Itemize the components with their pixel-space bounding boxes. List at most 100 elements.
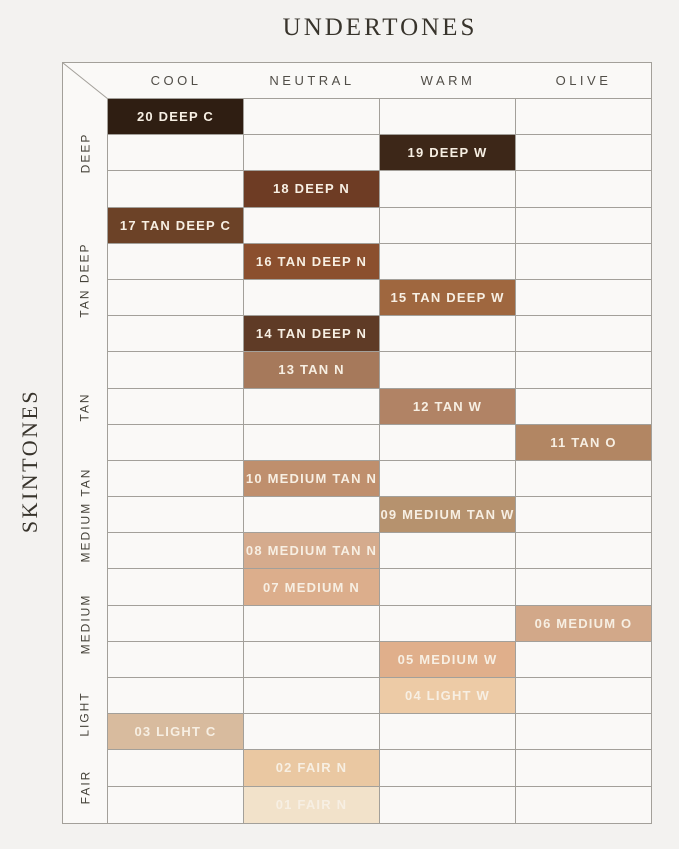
empty-cell xyxy=(108,424,244,461)
shade-label: 16 TAN DEEP N xyxy=(255,253,368,269)
empty-cell xyxy=(108,533,244,570)
undertone-header-warm: WARM xyxy=(380,63,516,99)
corner-diagonal-line xyxy=(63,63,108,99)
empty-cell xyxy=(244,207,380,244)
empty-cell xyxy=(516,99,651,136)
skintone-group-label: MEDIUM TAN xyxy=(78,467,93,563)
empty-cell xyxy=(108,641,244,678)
shade-swatch-11-tan-o: 11 TAN O xyxy=(516,424,651,461)
empty-cell xyxy=(516,678,651,715)
empty-cell xyxy=(244,388,380,425)
shade-label: 15 TAN DEEP W xyxy=(390,290,505,306)
undertone-header-olive: OLIVE xyxy=(516,63,651,99)
skintone-group-label: LIGHT xyxy=(78,691,92,737)
shade-swatch-15-tan-deep-w: 15 TAN DEEP W xyxy=(380,279,516,317)
shade-swatch-10-medium-tan-n: 10 MEDIUM TAN N xyxy=(244,460,380,498)
empty-cell xyxy=(108,605,244,642)
empty-cell xyxy=(516,460,651,498)
shade-swatch-03-light-c: 03 LIGHT C xyxy=(108,714,244,751)
skintone-group-label: TAN xyxy=(77,392,92,422)
shade-swatch-12-tan-w: 12 TAN W xyxy=(380,388,516,425)
empty-cell xyxy=(516,352,651,389)
shade-matrix: COOL NEUTRAL WARM OLIVE DEEP TAN DEEP TAN MEDIU… xyxy=(62,62,652,824)
shade-label: 06 MEDIUM O xyxy=(534,615,633,631)
empty-cell xyxy=(108,243,244,280)
empty-cell xyxy=(516,714,651,751)
shade-swatch-06-medium-o: 06 MEDIUM O xyxy=(516,605,651,642)
empty-cell xyxy=(380,460,516,498)
empty-cell xyxy=(516,786,651,823)
shade-swatch-05-medium-w: 05 MEDIUM W xyxy=(380,641,516,678)
empty-cell xyxy=(108,316,244,353)
empty-cell xyxy=(244,605,380,642)
shade-label: 03 LIGHT C xyxy=(134,724,217,740)
empty-cell xyxy=(516,243,651,280)
shade-label: 07 MEDIUM N xyxy=(263,579,360,595)
empty-cell xyxy=(516,569,651,606)
shade-swatch-13-tan-n: 13 TAN N xyxy=(244,352,380,389)
shade-swatch-20-deep-c: 20 DEEP C xyxy=(108,99,244,136)
shade-label: 12 TAN W xyxy=(412,398,483,414)
shade-label: 19 DEEP W xyxy=(407,145,488,161)
empty-cell xyxy=(108,460,244,498)
shade-swatch-08-medium-tan-n: 08 MEDIUM TAN N xyxy=(244,533,380,570)
shade-swatch-02-fair-n: 02 FAIR N xyxy=(244,750,380,787)
shade-swatch-19-deep-w: 19 DEEP W xyxy=(380,135,516,172)
empty-cell xyxy=(380,316,516,353)
shade-swatch-07-medium-n: 07 MEDIUM N xyxy=(244,569,380,606)
shade-swatch-04-light-w: 04 LIGHT W xyxy=(380,678,516,715)
shade-swatch-01-fair-n: 01 FAIR N xyxy=(244,786,380,823)
shade-label: 09 MEDIUM TAN W xyxy=(380,507,515,523)
empty-cell xyxy=(108,569,244,606)
empty-cell xyxy=(516,750,651,787)
undertones-title: UNDERTONES xyxy=(282,14,478,41)
empty-cell xyxy=(244,424,380,461)
empty-cell xyxy=(516,279,651,317)
empty-cell xyxy=(108,786,244,823)
shade-label: 05 MEDIUM W xyxy=(397,651,498,667)
shade-label: 02 FAIR N xyxy=(275,760,348,776)
skintone-group-medium: MEDIUM xyxy=(63,569,107,678)
skintone-group-fair: FAIR xyxy=(63,750,107,822)
empty-cell xyxy=(244,641,380,678)
shade-label: 10 MEDIUM TAN N xyxy=(245,470,378,486)
skintone-group-label: DEEP xyxy=(78,132,92,174)
empty-cell xyxy=(380,786,516,823)
empty-cell xyxy=(244,714,380,751)
empty-cell xyxy=(516,135,651,172)
shade-label: 04 LIGHT W xyxy=(405,688,490,704)
empty-cell xyxy=(380,352,516,389)
shade-swatch-09-medium-tan-w: 09 MEDIUM TAN W xyxy=(380,497,516,534)
empty-cell xyxy=(380,207,516,244)
empty-cell xyxy=(380,714,516,751)
shade-label: 17 TAN DEEP C xyxy=(119,217,232,233)
skintone-group-label: FAIR xyxy=(77,769,92,804)
shade-label: 13 TAN N xyxy=(278,362,345,378)
empty-cell xyxy=(516,497,651,534)
undertone-header-neutral: NEUTRAL xyxy=(244,63,380,99)
empty-cell xyxy=(108,388,244,425)
empty-cell xyxy=(516,316,651,353)
empty-cell xyxy=(108,678,244,715)
empty-cell xyxy=(380,605,516,642)
empty-cell xyxy=(516,533,651,570)
shade-label: 01 FAIR N xyxy=(275,797,348,813)
empty-cell xyxy=(516,388,651,425)
empty-cell xyxy=(108,135,244,172)
empty-cell xyxy=(244,99,380,136)
shade-label: 11 TAN O xyxy=(550,434,617,450)
shade-swatch-14-tan-deep-n: 14 TAN DEEP N xyxy=(244,316,380,353)
empty-cell xyxy=(108,171,244,208)
empty-cell xyxy=(516,207,651,244)
skintone-group-deep: DEEP xyxy=(63,99,107,208)
empty-cell xyxy=(244,279,380,317)
empty-cell xyxy=(244,497,380,534)
skintone-groups-column: DEEP TAN DEEP TAN MEDIUM TAN MEDIUM LIGHT FAIR xyxy=(63,99,108,823)
empty-cell xyxy=(380,171,516,208)
empty-cell xyxy=(108,352,244,389)
empty-cell xyxy=(108,497,244,534)
empty-cell xyxy=(380,424,516,461)
empty-cell xyxy=(516,641,651,678)
empty-cell xyxy=(244,135,380,172)
